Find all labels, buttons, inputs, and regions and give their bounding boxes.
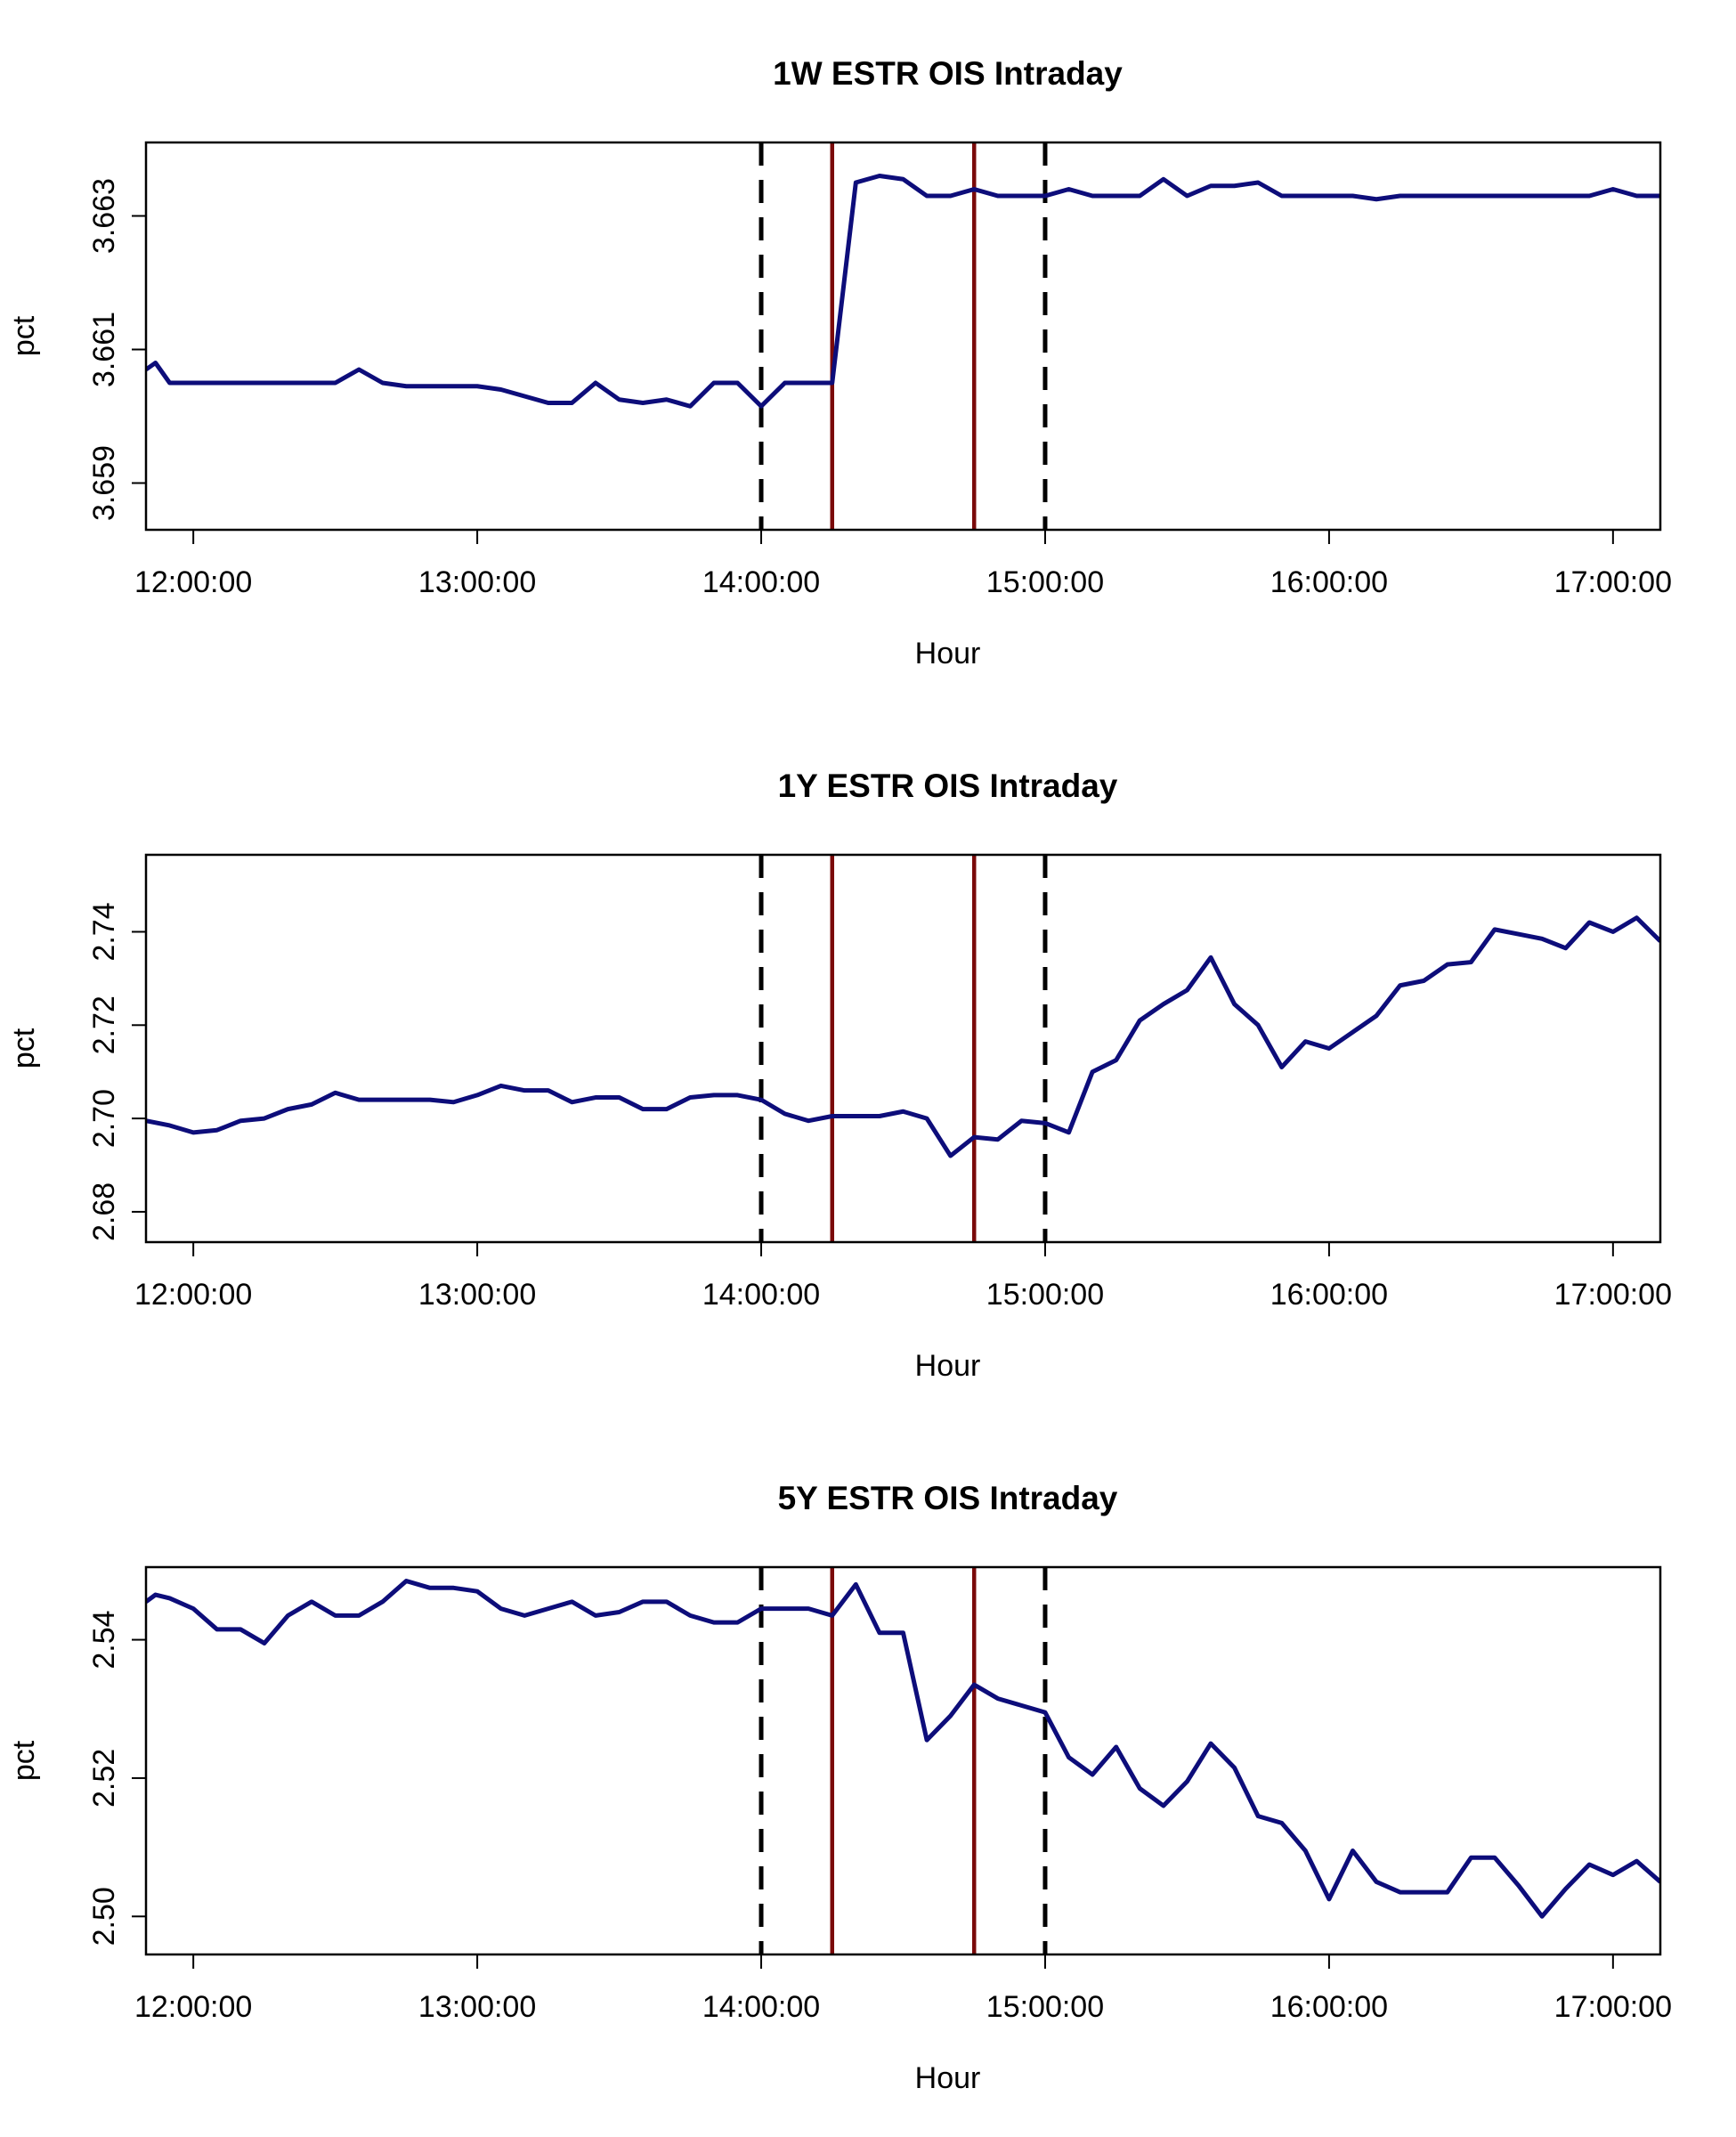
x-tick-label: 14:00:00 <box>702 1278 820 1312</box>
y-tick-label: 3.661 <box>87 312 121 387</box>
x-tick-label: 17:00:00 <box>1554 1990 1672 2024</box>
y-axis-label: pct <box>7 1740 41 1781</box>
x-tick-label: 14:00:00 <box>702 1990 820 2024</box>
x-tick-label: 16:00:00 <box>1270 1990 1388 2024</box>
x-tick-label: 13:00:00 <box>418 565 536 599</box>
x-tick-label: 17:00:00 <box>1554 565 1672 599</box>
plot-frame <box>144 141 1662 532</box>
plot-frame <box>144 1565 1662 1956</box>
x-tick-label: 13:00:00 <box>418 1990 536 2024</box>
x-tick-label: 12:00:00 <box>134 565 252 599</box>
y-tick-label: 3.663 <box>87 178 121 254</box>
y-tick-label: 3.659 <box>87 445 121 521</box>
y-tick-label: 2.50 <box>87 1887 121 1946</box>
series-line-1 <box>146 915 1660 1158</box>
y-tick-label: 2.68 <box>87 1182 121 1241</box>
y-axis-label: pct <box>7 1028 41 1068</box>
x-tick-label: 16:00:00 <box>1270 565 1388 599</box>
chart-title: 5Y ESTR OIS Intraday <box>778 1480 1118 1516</box>
x-axis-label: Hour <box>915 2061 981 2095</box>
y-tick-label: 2.54 <box>87 1610 121 1669</box>
x-tick-label: 15:00:00 <box>986 565 1104 599</box>
series-line-1 <box>146 1579 1660 1919</box>
chart-panel-1: 1W ESTR OIS Intraday 12:00:00 13:00:00 14:0… <box>7 55 1672 670</box>
series-line-1 <box>146 174 1660 409</box>
x-tick-label: 14:00:00 <box>702 565 820 599</box>
x-axis-label: Hour <box>915 1349 981 1383</box>
chart-title: 1Y ESTR OIS Intraday <box>778 768 1118 804</box>
chart-title: 1W ESTR OIS Intraday <box>773 55 1123 92</box>
x-tick-label: 12:00:00 <box>134 1278 252 1312</box>
y-tick-label: 2.72 <box>87 995 121 1054</box>
y-axis-label: pct <box>7 315 41 356</box>
x-axis-label: Hour <box>915 637 981 670</box>
chart-panel-2: 1Y ESTR OIS Intraday 12:00:00 13:00:00 14:0… <box>7 768 1672 1383</box>
y-tick-label: 2.70 <box>87 1089 121 1148</box>
x-tick-label: 17:00:00 <box>1554 1278 1672 1312</box>
x-tick-label: 15:00:00 <box>986 1990 1104 2024</box>
x-tick-label: 15:00:00 <box>986 1278 1104 1312</box>
x-tick-label: 13:00:00 <box>418 1278 536 1312</box>
chart-panel-3: 5Y ESTR OIS Intraday 12:00:00 13:00:00 14:0… <box>7 1480 1672 2095</box>
y-tick-label: 2.74 <box>87 902 121 961</box>
y-tick-label: 2.52 <box>87 1749 121 1808</box>
plot-frame <box>144 853 1662 1244</box>
x-tick-label: 16:00:00 <box>1270 1278 1388 1312</box>
x-tick-label: 12:00:00 <box>134 1990 252 2024</box>
